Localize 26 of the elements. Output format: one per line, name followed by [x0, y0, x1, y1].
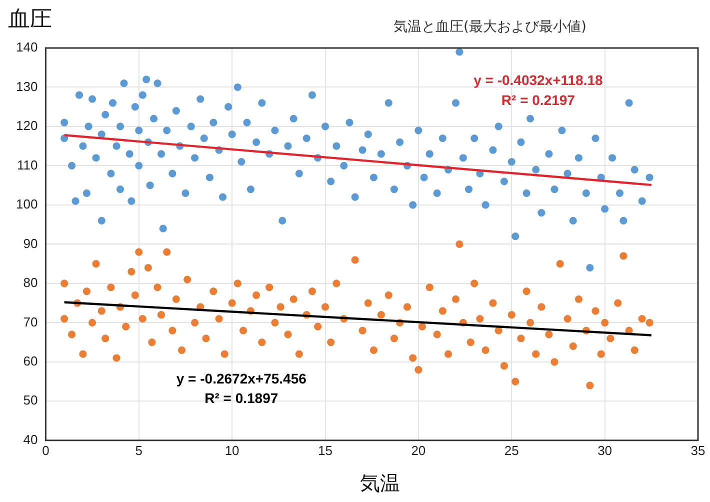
- y-tick-label: 80: [23, 275, 38, 290]
- x-tick-label: 20: [411, 442, 426, 458]
- x-axis-title: 気温: [359, 470, 401, 497]
- annotation: y = -0.2672x+75.456: [176, 370, 307, 386]
- x-tick-label: 10: [224, 442, 240, 458]
- chart-title: 気温と血圧(最大および最小値): [392, 18, 588, 36]
- x-tick-label: 30: [598, 442, 612, 458]
- annotation: y = -0.4032x+118.18: [474, 72, 604, 88]
- annotation: R² = 0.2197: [501, 92, 576, 108]
- x-tick-label: 35: [690, 442, 706, 458]
- y-tick-label: 40: [23, 432, 38, 447]
- y-tick-label: 90: [23, 236, 38, 251]
- annotation: R² = 0.1897: [204, 390, 278, 406]
- y-tick-label: 70: [23, 314, 38, 330]
- x-tick-label: 25: [504, 442, 519, 458]
- x-tick-label: 0: [42, 442, 50, 458]
- y-tick-label: 120: [16, 118, 38, 134]
- y-tick-label: 50: [23, 392, 38, 408]
- x-tick-label: 15: [318, 442, 332, 458]
- y-tick-label: 60: [23, 354, 38, 368]
- y-tick-label: 140: [16, 40, 38, 55]
- y-tick-label: 110: [16, 157, 38, 172]
- y-axis-title: 血圧: [8, 6, 52, 34]
- y-tick-label: 100: [16, 196, 38, 212]
- x-tick-label: 5: [135, 442, 142, 458]
- y-tick-label: 130: [16, 78, 38, 94]
